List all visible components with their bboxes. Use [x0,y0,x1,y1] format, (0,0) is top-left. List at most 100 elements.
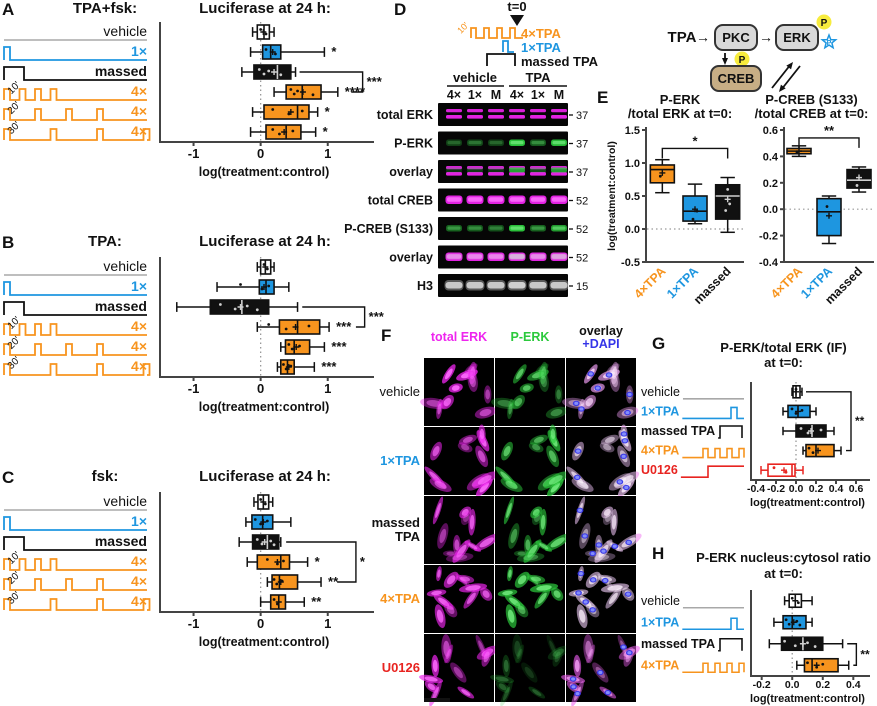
stim-trace-massed [3,301,147,316]
nucleus-core [621,645,626,649]
data-point [284,327,288,331]
stim-label: 1× [131,43,147,59]
cell-core [497,399,514,407]
band [510,141,524,145]
cell-body [437,523,449,549]
mw-label: 52 [576,224,588,236]
band [488,253,504,260]
stim-label: massed TPA [641,424,715,438]
cell-core [604,436,615,443]
tick-label: 0.0 [789,483,804,495]
creb-label: CREB [718,71,755,86]
cell-core [619,475,634,485]
lane-label: 1× [531,88,545,102]
mean-marker [271,69,278,75]
cell-body [528,442,544,453]
cell-core [550,428,556,440]
cell-core [436,609,444,623]
band [446,139,462,146]
mean-marker [281,129,288,135]
cell-core [508,569,512,578]
sig-bracket [806,391,852,452]
tick-label: -1 [188,146,200,161]
panel-b-plot-title: Luciferase at 24 h: [199,233,331,250]
mean-marker [790,619,797,626]
cell-blob [459,506,472,519]
nucleus-core [590,551,595,556]
cell-core [454,539,460,551]
band [551,172,567,176]
data-point [218,303,222,306]
blot-label: P-ERK [394,137,433,151]
tick-label: 0.2 [763,178,778,190]
cell-blob [521,662,538,683]
blot-strip-P-CREB (S133) [438,217,568,240]
cell-core [611,375,618,388]
cell-blob [445,552,474,563]
cell-core [483,651,490,663]
tick-label: -1 [188,616,200,631]
stim-label: vehicle [103,23,147,39]
cell-blob [582,394,596,410]
arrowhead-icon [779,84,786,92]
nucleus-core [578,572,583,576]
tick-label: 0 [257,381,264,396]
cell-blob [457,442,473,453]
cell-core [485,389,490,400]
nucleus-core [574,401,579,405]
data-point [798,623,802,627]
sig-bracket [661,147,729,159]
band [445,282,463,289]
data-point [807,446,811,450]
mean-marker [826,212,832,219]
cell-blob [452,539,471,563]
erk-node [775,24,819,51]
panel-c-condition-title: fsk: [91,468,119,485]
band [550,282,568,289]
stim-trace-1× [3,46,147,61]
cell-blob [544,533,571,552]
cell-core [532,371,544,379]
data-point [282,363,285,366]
sig-bracket [798,137,860,148]
cell-core [537,592,547,604]
if-image-overlay [566,565,636,633]
band [552,197,566,202]
data-point [262,263,266,266]
stim-label: massed [95,533,147,549]
tick-label: -1 [188,381,200,396]
data-point [658,174,662,178]
data-point [287,343,291,346]
cell-core [525,539,531,551]
cell-blob [546,445,560,468]
band [510,226,524,230]
cell-blob [426,589,447,597]
stim-trace-1× [3,516,147,531]
data-point [276,602,279,606]
cell-core [461,689,471,696]
cell-core [548,450,557,463]
cell-blob [450,662,467,683]
if-image-overlay [566,496,642,564]
sig-label: *** [331,339,347,354]
data-point [287,112,291,116]
tick-label: 0 [257,616,264,631]
cell-blob [529,583,559,593]
data-point [806,661,809,665]
cell-blob [515,644,525,664]
stim-label: vehicle [103,258,147,274]
data-point [790,596,794,600]
stim-trace-4× [3,108,147,121]
band [552,226,566,230]
box-4× (10') [278,319,321,335]
cell-core [446,648,452,660]
cell-blob [473,533,500,552]
nucleus-core [575,475,580,479]
band [530,109,546,113]
panel-b-letter: B [2,233,15,252]
data-point [265,558,269,561]
panel-e1-title-line1: P-ERK [659,92,701,107]
phospho-label: P [739,55,746,66]
nucleus-core [598,670,603,675]
